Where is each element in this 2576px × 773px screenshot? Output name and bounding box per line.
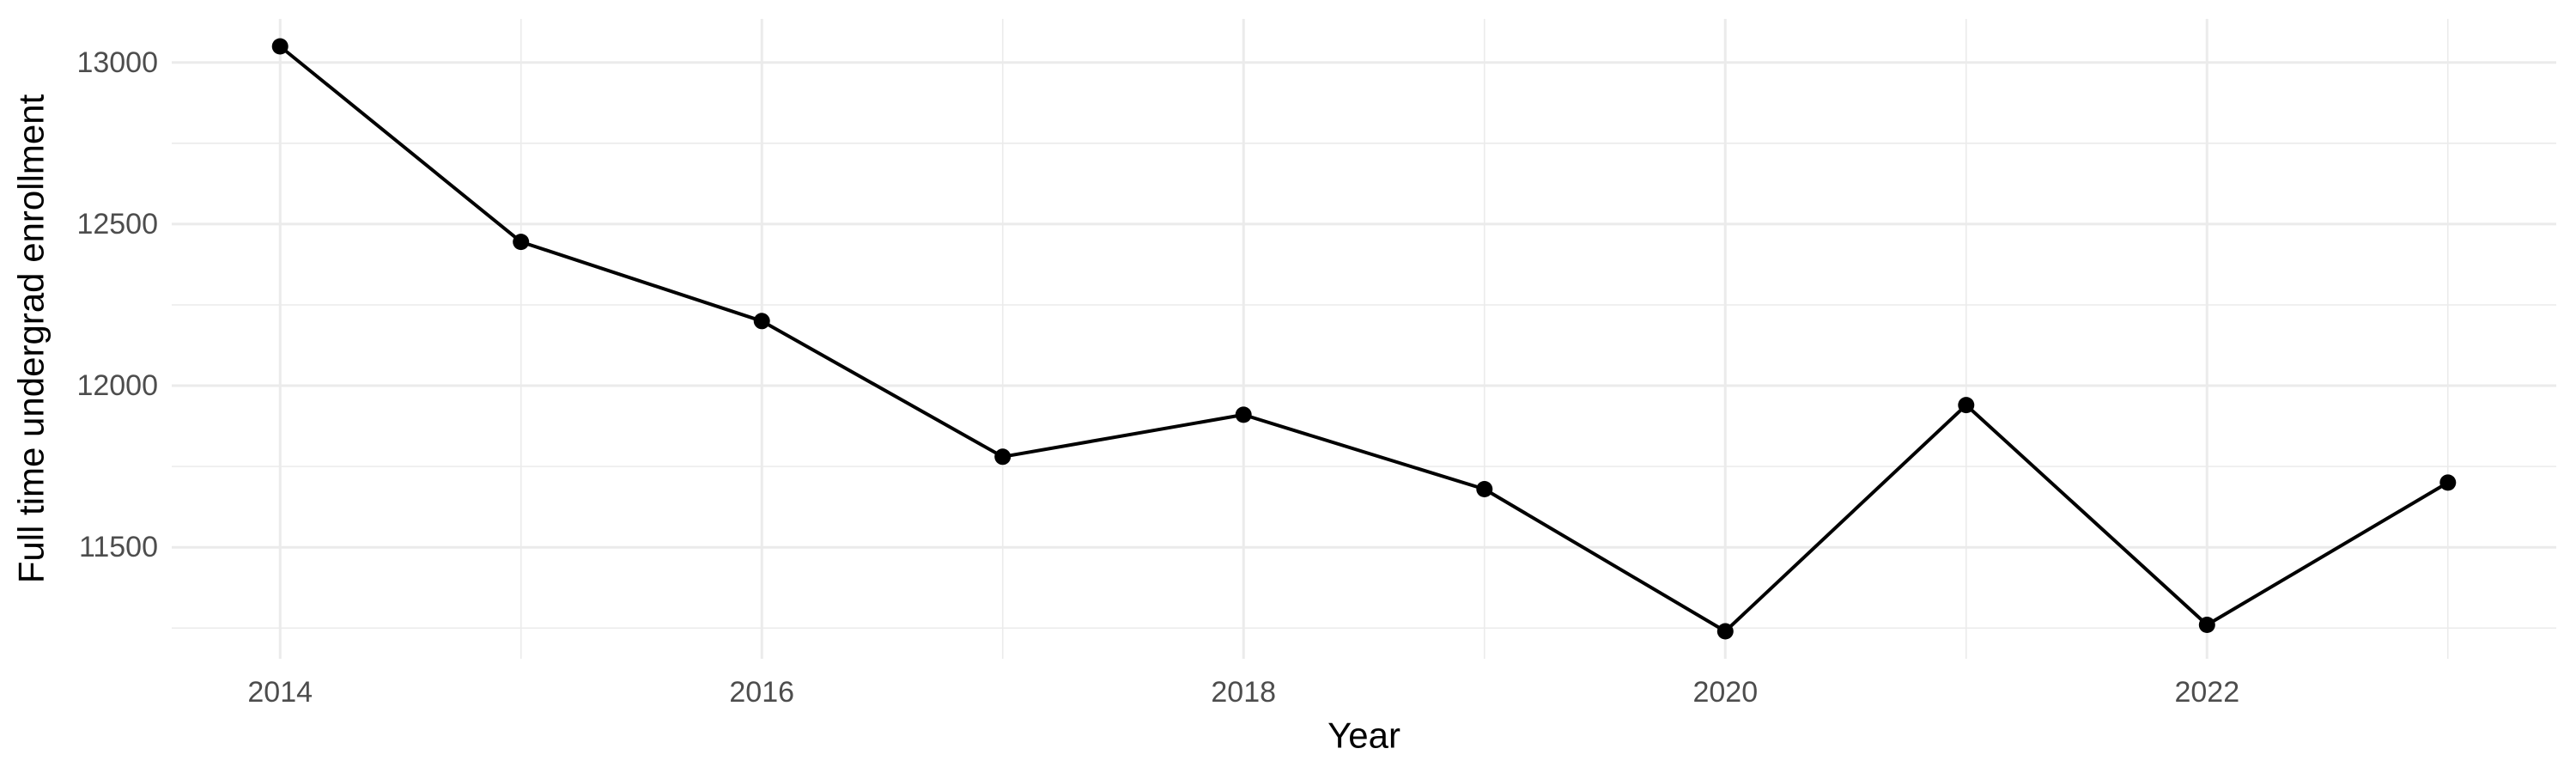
y-tick-label: 12000 — [76, 369, 158, 402]
x-tick-label: 2016 — [729, 676, 794, 709]
data-series-layer — [271, 38, 2457, 640]
y-tick-label: 13000 — [76, 46, 158, 79]
data-point — [1958, 397, 1975, 414]
y-tick-label: 12500 — [76, 208, 158, 240]
x-axis-tick-labels: 2014 2016 2018 2020 2022 — [247, 676, 2239, 709]
y-axis-tick-labels: 11500 12000 12500 13000 — [76, 46, 158, 563]
data-point — [2439, 474, 2457, 491]
data-point — [271, 38, 289, 55]
gridlines-minor — [172, 19, 2556, 659]
data-point — [753, 313, 770, 330]
data-point — [513, 234, 530, 251]
data-point — [1716, 623, 1734, 640]
data-point — [1235, 406, 1252, 423]
data-point — [994, 448, 1012, 466]
x-tick-label: 2018 — [1211, 676, 1276, 709]
y-axis-title: Full time undergrad enrollment — [11, 94, 52, 583]
y-tick-label: 11500 — [79, 531, 158, 563]
gridlines-major — [172, 19, 2556, 659]
x-tick-label: 2020 — [1692, 676, 1758, 709]
x-tick-label: 2014 — [247, 676, 313, 709]
x-tick-label: 2022 — [2174, 676, 2239, 709]
data-point — [2198, 617, 2215, 633]
data-point — [1476, 481, 1493, 497]
x-axis-title: Year — [1327, 715, 1400, 756]
enrollment-line — [278, 45, 2450, 633]
